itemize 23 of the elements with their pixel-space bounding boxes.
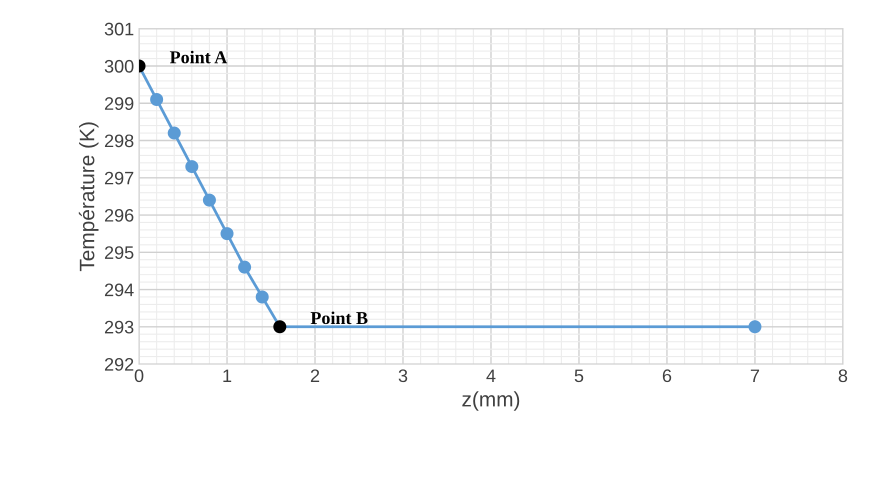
y-tick-label: 297 [104,172,134,184]
y-tick-label: 298 [104,134,134,148]
x-tick-label: 6 [662,369,672,382]
y-tick-label: 293 [104,320,134,334]
annotation: Point B [310,311,368,324]
y-tick-label: 295 [104,246,134,259]
y-tick-label: 296 [104,208,134,222]
y-tick-label: 299 [104,97,134,110]
y-tick-label: 301 [104,22,134,36]
y-axis-title: Température (K) [78,122,98,272]
y-tick-label: 292 [104,358,134,371]
x-tick-label: 4 [486,370,496,382]
y-tick-label: 294 [104,283,134,296]
x-axis-title: z(mm) [462,391,520,411]
annotation: Point A [170,50,228,64]
x-tick-label: 3 [398,369,408,382]
x-tick-label: 1 [223,370,232,382]
y-tick-label: 300 [104,60,134,73]
x-tick-label: 2 [310,369,320,382]
x-tick-label: 8 [838,369,848,382]
x-tick-label: 0 [134,369,144,382]
x-tick-label: 5 [574,370,584,382]
x-tick-label: 7 [750,370,760,382]
